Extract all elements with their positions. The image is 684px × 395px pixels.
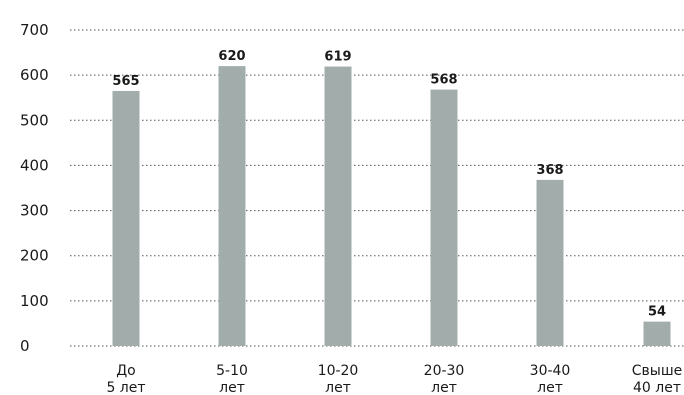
category-label-1-line-2: 5 лет bbox=[106, 380, 145, 395]
category-label-6-line-2: 40 лет bbox=[633, 380, 681, 395]
y-tick-label-400: 400 bbox=[20, 156, 49, 174]
data-label-1: 565 bbox=[112, 74, 139, 89]
category-label-5-line-2: лет bbox=[537, 380, 563, 395]
bars bbox=[112, 66, 671, 347]
bar-3 bbox=[324, 66, 352, 347]
category-label-6-line-1: Свыше bbox=[632, 363, 683, 379]
category-label-2-line-1: 5-10 bbox=[216, 363, 248, 379]
y-tick-label-200: 200 bbox=[20, 247, 49, 265]
bar-5 bbox=[536, 179, 564, 346]
bar-6 bbox=[643, 321, 671, 346]
data-label-5: 368 bbox=[536, 163, 563, 178]
category-label-2-line-2: лет bbox=[219, 380, 245, 395]
category-label-3-line-2: лет bbox=[325, 380, 351, 395]
y-tick-label-500: 500 bbox=[20, 111, 49, 129]
data-label-2: 620 bbox=[218, 49, 245, 64]
y-tick-label-300: 300 bbox=[20, 202, 49, 220]
data-label-4: 568 bbox=[430, 73, 457, 88]
category-label-4-line-2: лет bbox=[431, 380, 457, 395]
data-label-6: 54 bbox=[648, 305, 666, 320]
y-axis-tick-labels: 0 100 200 300 400 500 600 700 bbox=[20, 21, 49, 355]
category-label-3-line-1: 10-20 bbox=[318, 363, 359, 379]
bar-2 bbox=[218, 66, 246, 346]
data-labels: 565 620 619 568 368 54 bbox=[112, 49, 666, 320]
data-label-3: 619 bbox=[324, 50, 351, 65]
category-label-4-line-1: 20-30 bbox=[424, 363, 465, 379]
category-label-5-line-1: 30-40 bbox=[530, 363, 571, 379]
bar-4 bbox=[430, 89, 458, 347]
x-axis-category-labels: До5 лет5-10лет10-20лет20-30лет30-40летСв… bbox=[106, 363, 682, 395]
gridlines bbox=[70, 29, 684, 347]
category-label-1-line-1: До bbox=[116, 363, 136, 379]
y-tick-label-100: 100 bbox=[20, 292, 49, 310]
y-tick-label-600: 600 bbox=[20, 66, 49, 84]
bar-1 bbox=[112, 90, 140, 346]
y-tick-label-0: 0 bbox=[20, 337, 30, 355]
y-tick-label-700: 700 bbox=[20, 21, 49, 39]
